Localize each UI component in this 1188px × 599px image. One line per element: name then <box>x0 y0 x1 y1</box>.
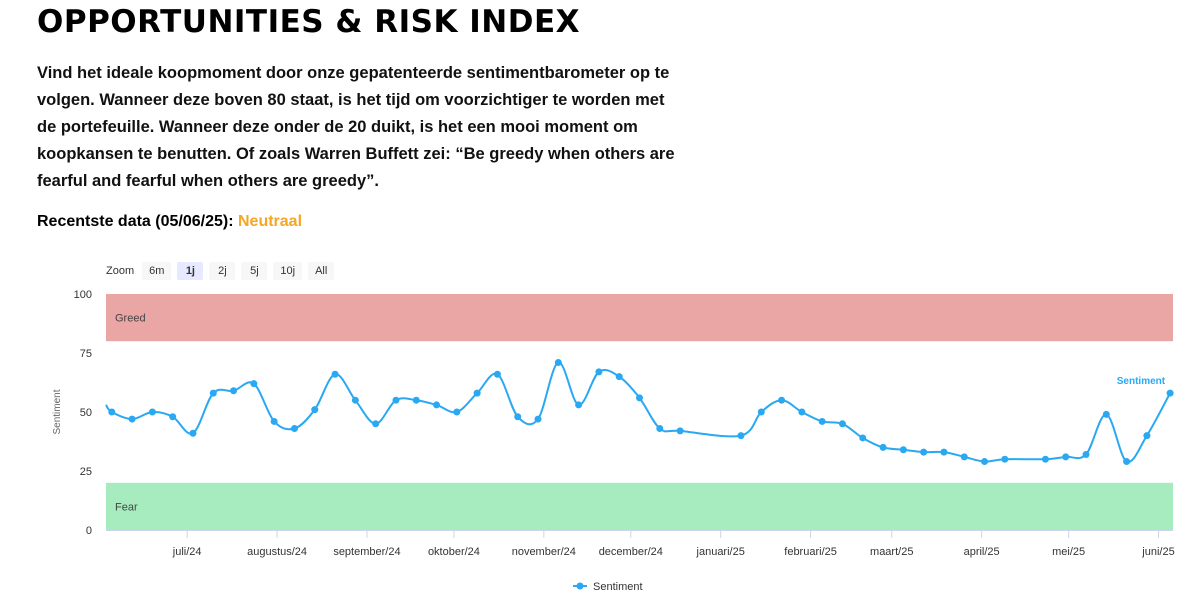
sentiment-data-point[interactable] <box>595 368 603 376</box>
y-tick-label: 100 <box>74 289 92 301</box>
sentiment-data-point[interactable] <box>575 401 583 409</box>
y-tick-label: 75 <box>80 348 92 360</box>
y-tick-label: 0 <box>86 525 92 537</box>
page-title: OPPORTUNITIES & RISK INDEX <box>37 4 581 40</box>
sentiment-data-point[interactable] <box>757 408 765 416</box>
sentiment-data-point[interactable] <box>189 429 197 437</box>
sentiment-data-point[interactable] <box>656 425 664 433</box>
fear-band <box>106 482 1173 530</box>
x-tick-label: februari/25 <box>784 546 837 558</box>
greed-band <box>106 294 1173 342</box>
sentiment-data-point[interactable] <box>981 458 989 466</box>
sentiment-data-point[interactable] <box>1062 453 1070 461</box>
sentiment-data-point[interactable] <box>209 389 217 397</box>
legend-marker <box>576 582 584 590</box>
sentiment-data-point[interactable] <box>433 401 441 409</box>
y-axis-label: Sentiment <box>52 389 63 434</box>
x-tick-label: september/24 <box>333 546 400 558</box>
sentiment-data-point[interactable] <box>798 408 806 416</box>
sentiment-data-point[interactable] <box>879 443 887 451</box>
sentiment-data-point[interactable] <box>351 396 359 404</box>
x-tick-label: maart/25 <box>870 546 913 558</box>
sentiment-series-line <box>105 361 1171 463</box>
sentiment-data-point[interactable] <box>270 417 278 425</box>
sentiment-data-point[interactable] <box>372 420 380 428</box>
x-tick-label: januari/25 <box>696 546 745 558</box>
greed-band-label: Greed <box>115 313 146 325</box>
sentiment-data-point[interactable] <box>859 434 867 442</box>
sentiment-data-point[interactable] <box>778 396 786 404</box>
zoom-button-all[interactable]: All <box>308 262 335 280</box>
x-tick-label: november/24 <box>512 546 576 558</box>
sentiment-data-point[interactable] <box>1082 450 1090 458</box>
x-tick-label: juni/25 <box>1141 546 1174 558</box>
sentiment-chart[interactable]: Greed Fear 0 25 50 75 100 Sentiment juli/24 augus… <box>0 280 1188 599</box>
sentiment-data-point[interactable] <box>1143 432 1151 440</box>
y-tick-label: 25 <box>80 466 92 478</box>
sentiment-data-point[interactable] <box>230 387 238 395</box>
sentiment-data-point[interactable] <box>899 446 907 454</box>
sentiment-data-point[interactable] <box>1001 455 1009 463</box>
sentiment-data-point[interactable] <box>534 415 542 423</box>
x-tick-label: juli/24 <box>172 546 202 558</box>
zoom-label: Zoom <box>106 265 135 277</box>
zoom-button-10j[interactable]: 10j <box>273 262 303 280</box>
sentiment-data-point[interactable] <box>493 370 501 378</box>
sentiment-data-point[interactable] <box>453 408 461 416</box>
sentiment-data-point[interactable] <box>108 408 116 416</box>
sentiment-data-point[interactable] <box>636 394 643 402</box>
x-tick-label: augustus/24 <box>247 546 307 558</box>
sentiment-data-point[interactable] <box>920 448 928 456</box>
sentiment-data-point[interactable] <box>940 448 948 456</box>
latest-data-label: Recentste data (05/06/25): <box>37 213 234 230</box>
sentiment-data-point[interactable] <box>1166 389 1174 397</box>
sentiment-data-point[interactable] <box>148 408 156 416</box>
zoom-button-2j[interactable]: 2j <box>209 262 236 280</box>
zoom-button-5j[interactable]: 5j <box>241 262 268 280</box>
zoom-button-6m[interactable]: 6m <box>142 262 172 280</box>
sentiment-data-point[interactable] <box>412 396 420 404</box>
x-tick-label: april/25 <box>964 546 1000 558</box>
fear-band-label: Fear <box>115 501 138 513</box>
sentiment-data-point[interactable] <box>1123 458 1131 466</box>
sentiment-data-point[interactable] <box>331 370 339 378</box>
sentiment-data-point[interactable] <box>818 417 826 425</box>
sentiment-data-point[interactable] <box>554 358 562 366</box>
sentiment-data-point[interactable] <box>311 406 319 414</box>
sentiment-data-point[interactable] <box>1102 410 1110 418</box>
zoom-selector: Zoom 6m 1j 2j 5j 10j All <box>106 262 335 280</box>
y-tick-label: 50 <box>80 407 92 419</box>
intro-paragraph: Vind het ideale koopmoment door onze gep… <box>37 64 675 190</box>
x-tick-label: december/24 <box>599 546 663 558</box>
latest-status-badge: Neutraal <box>237 213 303 230</box>
legend-item-sentiment: Sentiment <box>593 581 643 593</box>
sentiment-data-point[interactable] <box>392 396 400 404</box>
sentiment-data-point[interactable] <box>514 413 522 421</box>
x-tick-label: mei/25 <box>1052 546 1085 558</box>
sentiment-data-point[interactable] <box>1041 455 1049 463</box>
sentiment-data-point[interactable] <box>473 389 481 397</box>
sentiment-data-point[interactable] <box>290 425 298 433</box>
latest-data: Recentste data (05/06/25): Neutraal <box>37 213 302 231</box>
sentiment-data-point[interactable] <box>128 415 136 423</box>
sentiment-data-point[interactable] <box>615 373 623 381</box>
x-tick-label: oktober/24 <box>428 546 480 558</box>
sentiment-data-point[interactable] <box>960 453 968 461</box>
sentiment-data-point[interactable] <box>676 427 684 435</box>
series-end-label: Sentiment <box>1117 376 1166 387</box>
sentiment-data-point[interactable] <box>250 380 258 388</box>
sentiment-data-point[interactable] <box>838 420 846 428</box>
zoom-button-1j[interactable]: 1j <box>177 262 204 280</box>
sentiment-data-point[interactable] <box>737 432 745 440</box>
sentiment-data-point[interactable] <box>169 413 177 421</box>
